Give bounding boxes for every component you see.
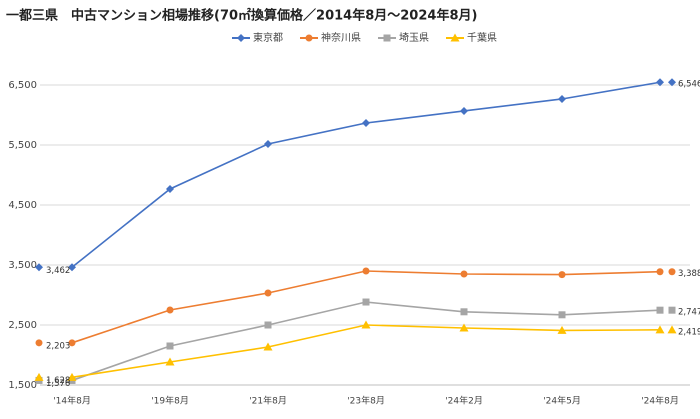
marker bbox=[557, 325, 567, 334]
y-tick-label: 3,500 bbox=[8, 260, 37, 271]
series-line bbox=[71, 270, 661, 344]
y-tick-label: 6,500 bbox=[8, 80, 37, 91]
marker bbox=[459, 323, 469, 332]
marker bbox=[35, 339, 43, 347]
marker bbox=[68, 263, 76, 272]
marker bbox=[361, 320, 371, 329]
marker bbox=[668, 78, 676, 87]
legend-item: 埼玉県 bbox=[378, 31, 429, 44]
legend-item: 東京都 bbox=[232, 31, 283, 44]
marker bbox=[67, 372, 77, 381]
data-label: 2,203 bbox=[46, 341, 70, 351]
marker bbox=[460, 106, 468, 115]
marker bbox=[558, 311, 566, 319]
x-tick-label: '24年5月 bbox=[543, 395, 581, 407]
legend-label: 千葉県 bbox=[467, 31, 497, 44]
marker bbox=[362, 298, 370, 306]
data-label: 1,628 bbox=[46, 376, 70, 386]
marker bbox=[450, 33, 460, 42]
marker bbox=[362, 118, 370, 127]
data-label: 6,546 bbox=[678, 80, 700, 90]
marker bbox=[558, 94, 566, 103]
marker bbox=[263, 342, 273, 351]
marker bbox=[34, 372, 44, 381]
series-line bbox=[71, 324, 661, 379]
marker bbox=[166, 306, 174, 314]
marker bbox=[35, 263, 43, 272]
data-label: 2,419 bbox=[678, 327, 700, 337]
marker bbox=[362, 267, 370, 275]
x-tick-label: '14年8月 bbox=[53, 395, 91, 407]
chart-title: 一都三県 中古マンション相場推移(70㎡換算価格／2014年8月～2024年8月… bbox=[6, 8, 477, 24]
x-tick-label: '24年2月 bbox=[445, 395, 483, 407]
data-label: 2,747 bbox=[678, 308, 700, 318]
marker bbox=[305, 34, 313, 42]
legend-label: 埼玉県 bbox=[399, 31, 429, 44]
marker bbox=[264, 289, 272, 297]
marker bbox=[668, 306, 676, 314]
y-tick-label: 5,500 bbox=[8, 140, 37, 151]
marker bbox=[668, 268, 676, 276]
data-label: 3,462 bbox=[46, 266, 70, 276]
legend-label: 東京都 bbox=[253, 31, 283, 44]
series-line bbox=[71, 81, 661, 268]
marker bbox=[667, 325, 677, 334]
marker bbox=[237, 34, 245, 42]
y-tick-label: 1,500 bbox=[8, 380, 37, 391]
marker bbox=[165, 357, 175, 366]
marker bbox=[655, 325, 665, 334]
legend-item: 千葉県 bbox=[446, 31, 497, 44]
marker bbox=[264, 321, 272, 329]
x-tick-label: '23年8月 bbox=[347, 395, 385, 407]
marker bbox=[460, 270, 468, 278]
marker bbox=[656, 268, 664, 276]
legend-label: 神奈川県 bbox=[321, 31, 361, 44]
legend-item: 神奈川県 bbox=[300, 31, 361, 44]
x-tick-label: '19年8月 bbox=[151, 395, 189, 407]
y-tick-label: 4,500 bbox=[8, 200, 37, 211]
data-label: 1,576 bbox=[46, 379, 70, 389]
marker bbox=[460, 308, 468, 316]
marker bbox=[264, 139, 272, 148]
marker bbox=[656, 306, 664, 314]
marker bbox=[166, 184, 174, 193]
x-tick-label: '24年8月 bbox=[641, 395, 679, 407]
marker bbox=[383, 34, 391, 42]
marker bbox=[656, 78, 664, 87]
marker bbox=[166, 342, 174, 350]
x-tick-label: '21年8月 bbox=[249, 395, 287, 407]
marker bbox=[68, 339, 76, 347]
data-label: 3,388 bbox=[678, 269, 700, 279]
y-tick-label: 2,500 bbox=[8, 320, 37, 331]
marker bbox=[558, 271, 566, 279]
